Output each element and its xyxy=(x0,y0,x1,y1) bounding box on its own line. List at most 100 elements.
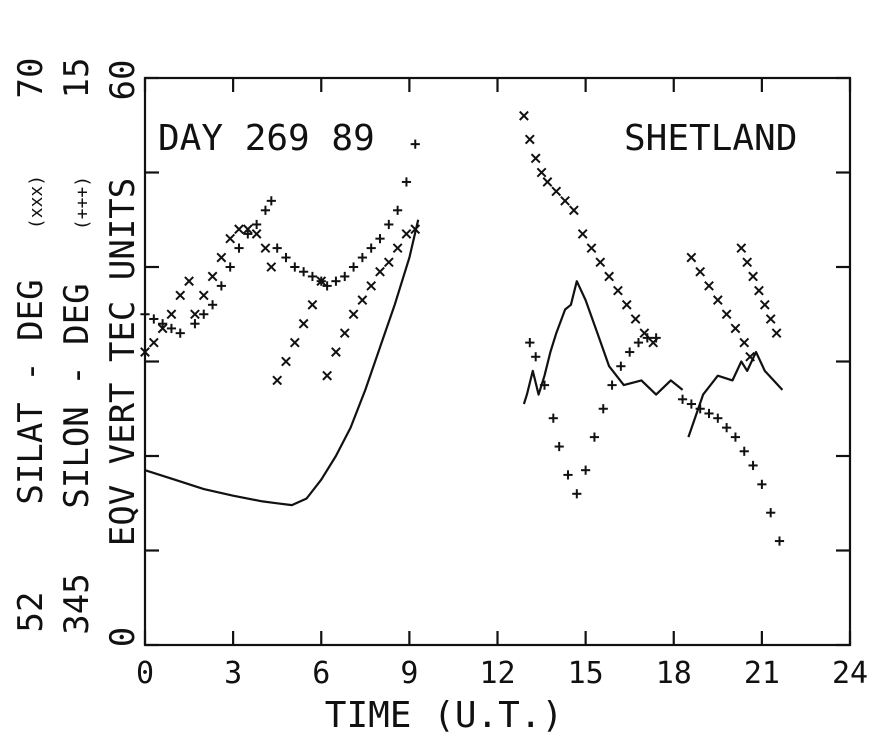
plus-marker-point xyxy=(384,219,394,230)
x-marker-point xyxy=(754,285,764,296)
x-marker-point xyxy=(307,299,318,310)
plus-marker-point xyxy=(243,229,253,239)
plus-marker-point xyxy=(266,196,276,206)
x-marker-point xyxy=(140,347,150,357)
x-marker-point xyxy=(251,229,262,239)
silat-marker-legend: (xxx) xyxy=(26,175,47,229)
plus-marker-point xyxy=(199,309,209,319)
silat-top-label: 70 xyxy=(11,58,51,99)
plus-marker-point xyxy=(563,470,573,480)
x-marker-point xyxy=(536,167,547,178)
x-marker-point xyxy=(771,328,782,339)
silat-axis-label: SILAT - DEG xyxy=(11,279,51,504)
x-marker-point xyxy=(157,323,168,334)
plot-area xyxy=(140,76,852,647)
plus-marker-point xyxy=(598,404,608,414)
tec-line-segment xyxy=(522,280,684,405)
plus-marker-point xyxy=(589,432,600,442)
x-marker-point xyxy=(401,229,412,239)
mark-layer xyxy=(140,110,785,546)
plus-marker-point xyxy=(548,413,558,423)
plus-marker-point xyxy=(554,441,564,452)
plus-marker-point xyxy=(322,281,332,291)
plus-marker-point xyxy=(633,338,644,348)
x-tick-label: 21 xyxy=(744,656,780,691)
x-marker-point xyxy=(519,110,529,121)
x-marker-point xyxy=(242,224,253,235)
x-marker-point xyxy=(586,243,597,254)
x-marker-point xyxy=(322,370,333,381)
station-label: SHETLAND xyxy=(624,118,797,159)
plus-marker-point xyxy=(704,408,714,419)
plus-marker-point xyxy=(713,413,723,423)
silon-axis-label: SILON - DEG xyxy=(57,283,97,508)
plus-marker-point xyxy=(757,479,767,489)
plus-marker-point xyxy=(348,262,359,272)
plus-marker-point xyxy=(531,352,541,362)
plus-marker-point xyxy=(366,243,376,253)
x-marker-point xyxy=(748,271,758,282)
plus-marker-point xyxy=(651,333,661,343)
x-marker-point xyxy=(392,243,403,254)
x-tick-label: 9 xyxy=(400,656,418,691)
plus-marker-point xyxy=(316,276,326,286)
x-marker-point xyxy=(551,186,562,197)
plus-marker-point xyxy=(260,205,271,215)
x-marker-point xyxy=(339,328,350,339)
annotations: DAY 269 89 SHETLAND xyxy=(158,118,797,159)
x-marker-point xyxy=(383,257,394,268)
x-marker-point xyxy=(331,347,341,357)
x-marker-point xyxy=(730,323,741,334)
plus-marker-point xyxy=(234,243,244,253)
x-marker-point xyxy=(216,252,227,263)
plus-marker-point xyxy=(525,338,535,348)
x-marker-point xyxy=(524,134,535,145)
tec-axis-label: EQV VERT TEC UNITS xyxy=(103,178,143,546)
plus-marker-point xyxy=(252,219,262,230)
plus-marker-point xyxy=(572,489,582,499)
x-marker-point xyxy=(630,314,641,324)
silat-bottom-label: 52 xyxy=(11,592,51,633)
plus-marker-point xyxy=(766,508,776,518)
x-marker-point xyxy=(148,337,159,348)
x-marker-point xyxy=(695,266,706,277)
plus-marker-point xyxy=(410,139,420,149)
left-axis-labels: 52 SILAT - DEG (xxx) 70 345 SILON - DEG … xyxy=(11,58,143,648)
silon-bottom-label: 345 xyxy=(57,573,97,634)
day-label: DAY 269 89 xyxy=(158,118,375,159)
x-marker-point xyxy=(225,233,236,244)
x-marker-point xyxy=(621,299,632,310)
plus-marker-point xyxy=(216,281,226,291)
x-marker-point xyxy=(272,375,283,386)
plus-marker-point xyxy=(677,394,688,404)
x-marker-point xyxy=(281,356,291,367)
plot-frame xyxy=(143,76,852,647)
plus-marker-point xyxy=(158,319,168,329)
plus-marker-point xyxy=(175,328,185,338)
plus-marker-point xyxy=(625,347,635,357)
silon-marker-legend: (+++) xyxy=(72,176,93,230)
x-tick-label: 3 xyxy=(224,656,242,691)
x-marker-point xyxy=(686,252,697,263)
plus-marker-point xyxy=(340,271,350,282)
plus-marker-point xyxy=(331,276,341,286)
x-marker-point xyxy=(298,318,309,329)
x-marker-point xyxy=(595,257,606,268)
tec-bottom-label: 0 xyxy=(103,627,143,647)
plus-marker-point xyxy=(722,423,732,433)
plus-marker-point xyxy=(207,300,218,310)
x-tick-label: 15 xyxy=(568,656,604,691)
x-marker-point xyxy=(542,177,553,187)
x-tick-label: 24 xyxy=(832,656,868,691)
x-tick-label: 18 xyxy=(656,656,692,691)
x-tick-label: 0 xyxy=(136,656,154,691)
x-marker-point xyxy=(198,290,209,301)
plus-marker-point xyxy=(307,271,318,282)
x-marker-point xyxy=(577,229,588,239)
x-marker-point xyxy=(166,309,177,320)
plus-marker-point xyxy=(375,234,385,244)
plus-marker-point xyxy=(290,262,300,272)
plus-marker-point xyxy=(401,177,412,187)
plus-marker-point xyxy=(281,252,291,263)
x-marker-point xyxy=(721,309,732,320)
